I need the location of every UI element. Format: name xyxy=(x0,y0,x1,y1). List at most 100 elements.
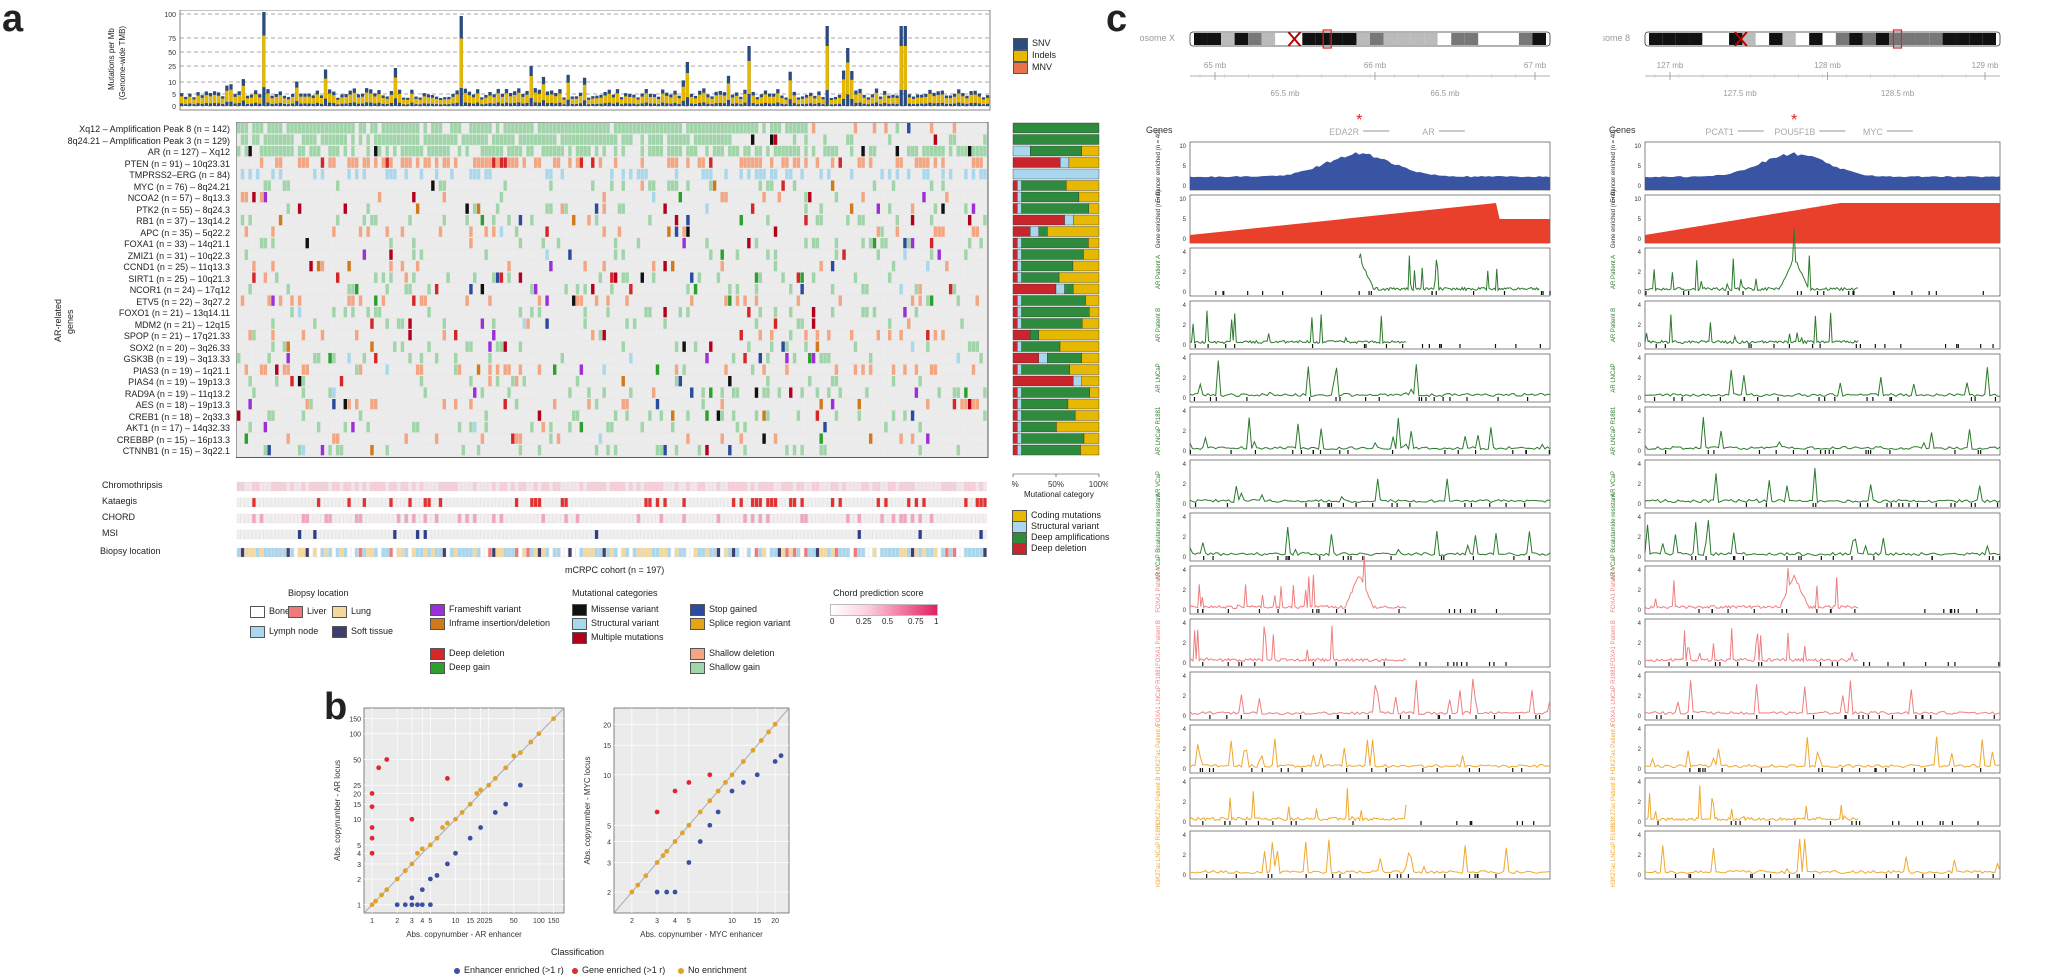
onco-cell xyxy=(355,192,358,202)
onco-cell xyxy=(652,330,655,340)
onco-cell xyxy=(473,250,476,260)
onco-cell xyxy=(713,158,716,168)
onco-cell xyxy=(644,238,647,248)
onco-cell xyxy=(359,376,362,386)
onco-cell xyxy=(416,261,419,271)
tmb-bar-indel xyxy=(953,97,956,104)
onco-cell xyxy=(523,204,526,214)
onco-cell xyxy=(511,342,514,352)
onco-cell xyxy=(831,296,834,306)
onco-cell xyxy=(922,330,925,340)
onco-cell xyxy=(930,273,933,283)
onco-cell xyxy=(245,227,248,237)
onco-cell xyxy=(709,330,712,340)
onco-cell xyxy=(412,330,415,340)
onco-cell xyxy=(846,169,849,179)
onco-cell xyxy=(835,158,838,168)
tmb-bar-indel xyxy=(472,97,475,103)
onco-cell xyxy=(979,319,982,329)
onco-cell xyxy=(652,261,655,271)
onco-cell xyxy=(252,388,255,398)
onco-cell xyxy=(622,365,625,375)
onco-cell xyxy=(325,365,328,375)
onco-cell xyxy=(382,158,385,168)
onco-cell xyxy=(831,307,834,317)
onco-cell xyxy=(412,365,415,375)
onco-cell xyxy=(922,192,925,202)
onco-cell xyxy=(473,158,476,168)
onco-cell xyxy=(591,307,594,317)
onco-cell xyxy=(633,123,636,133)
onco-cell xyxy=(926,353,929,363)
onco-cell xyxy=(488,330,491,340)
onco-cell xyxy=(629,307,632,317)
onco-cell xyxy=(618,376,621,386)
onco-cell xyxy=(869,376,872,386)
onco-cell xyxy=(686,192,689,202)
onco-cell xyxy=(846,215,849,225)
onco-cell xyxy=(850,158,853,168)
onco-cell xyxy=(804,192,807,202)
tmb-bar-indel xyxy=(497,93,500,102)
onco-cell xyxy=(667,376,670,386)
onco-cell xyxy=(800,169,803,179)
onco-cell xyxy=(922,273,925,283)
onco-cell xyxy=(701,319,704,329)
onco-cell xyxy=(759,296,762,306)
onco-cell xyxy=(637,261,640,271)
onco-cell xyxy=(408,250,411,260)
onco-cell xyxy=(724,250,727,260)
onco-cell xyxy=(976,146,979,156)
onco-cell xyxy=(488,215,491,225)
tmb-bar-indel xyxy=(641,97,644,104)
onco-cell xyxy=(511,376,514,386)
onco-cell xyxy=(454,227,457,237)
onco-cell xyxy=(374,307,377,317)
onco-cell xyxy=(972,215,975,225)
onco-cell xyxy=(835,353,838,363)
onco-cell xyxy=(599,342,602,352)
onco-cell xyxy=(839,123,842,133)
onco-cell xyxy=(949,353,952,363)
onco-cell xyxy=(873,296,876,306)
onco-cell xyxy=(633,365,636,375)
onco-cell xyxy=(823,376,826,386)
onco-cell xyxy=(743,181,746,191)
onco-cell xyxy=(740,273,743,283)
onco-cell xyxy=(694,376,697,386)
onco-cell xyxy=(721,284,724,294)
onco-cell xyxy=(264,123,267,133)
tmb-bar-indel xyxy=(340,97,343,103)
onco-cell xyxy=(880,227,883,237)
onco-cell xyxy=(812,296,815,306)
onco-cell xyxy=(267,135,270,145)
onco-cell xyxy=(245,181,248,191)
onco-cell xyxy=(869,307,872,317)
onco-cell xyxy=(523,353,526,363)
onco-cell xyxy=(469,238,472,248)
onco-cell xyxy=(306,192,309,202)
onco-cell xyxy=(241,319,244,329)
onco-cell xyxy=(271,261,274,271)
onco-cell xyxy=(877,330,880,340)
onco-cell xyxy=(519,307,522,317)
onco-cell xyxy=(405,273,408,283)
onco-cell xyxy=(397,238,400,248)
onco-cell xyxy=(545,273,548,283)
onco-cell xyxy=(370,319,373,329)
onco-cell xyxy=(915,365,918,375)
onco-cell xyxy=(762,330,765,340)
onco-cell xyxy=(420,250,423,260)
onco-cell xyxy=(477,376,480,386)
onco-cell xyxy=(599,123,602,133)
onco-cell xyxy=(717,376,720,386)
onco-cell xyxy=(286,307,289,317)
onco-cell xyxy=(523,376,526,386)
onco-cell xyxy=(896,250,899,260)
onco-cell xyxy=(705,192,708,202)
onco-cell xyxy=(660,261,663,271)
onco-cell xyxy=(553,330,556,340)
onco-cell xyxy=(766,261,769,271)
onco-cell xyxy=(816,365,819,375)
onco-cell xyxy=(408,273,411,283)
